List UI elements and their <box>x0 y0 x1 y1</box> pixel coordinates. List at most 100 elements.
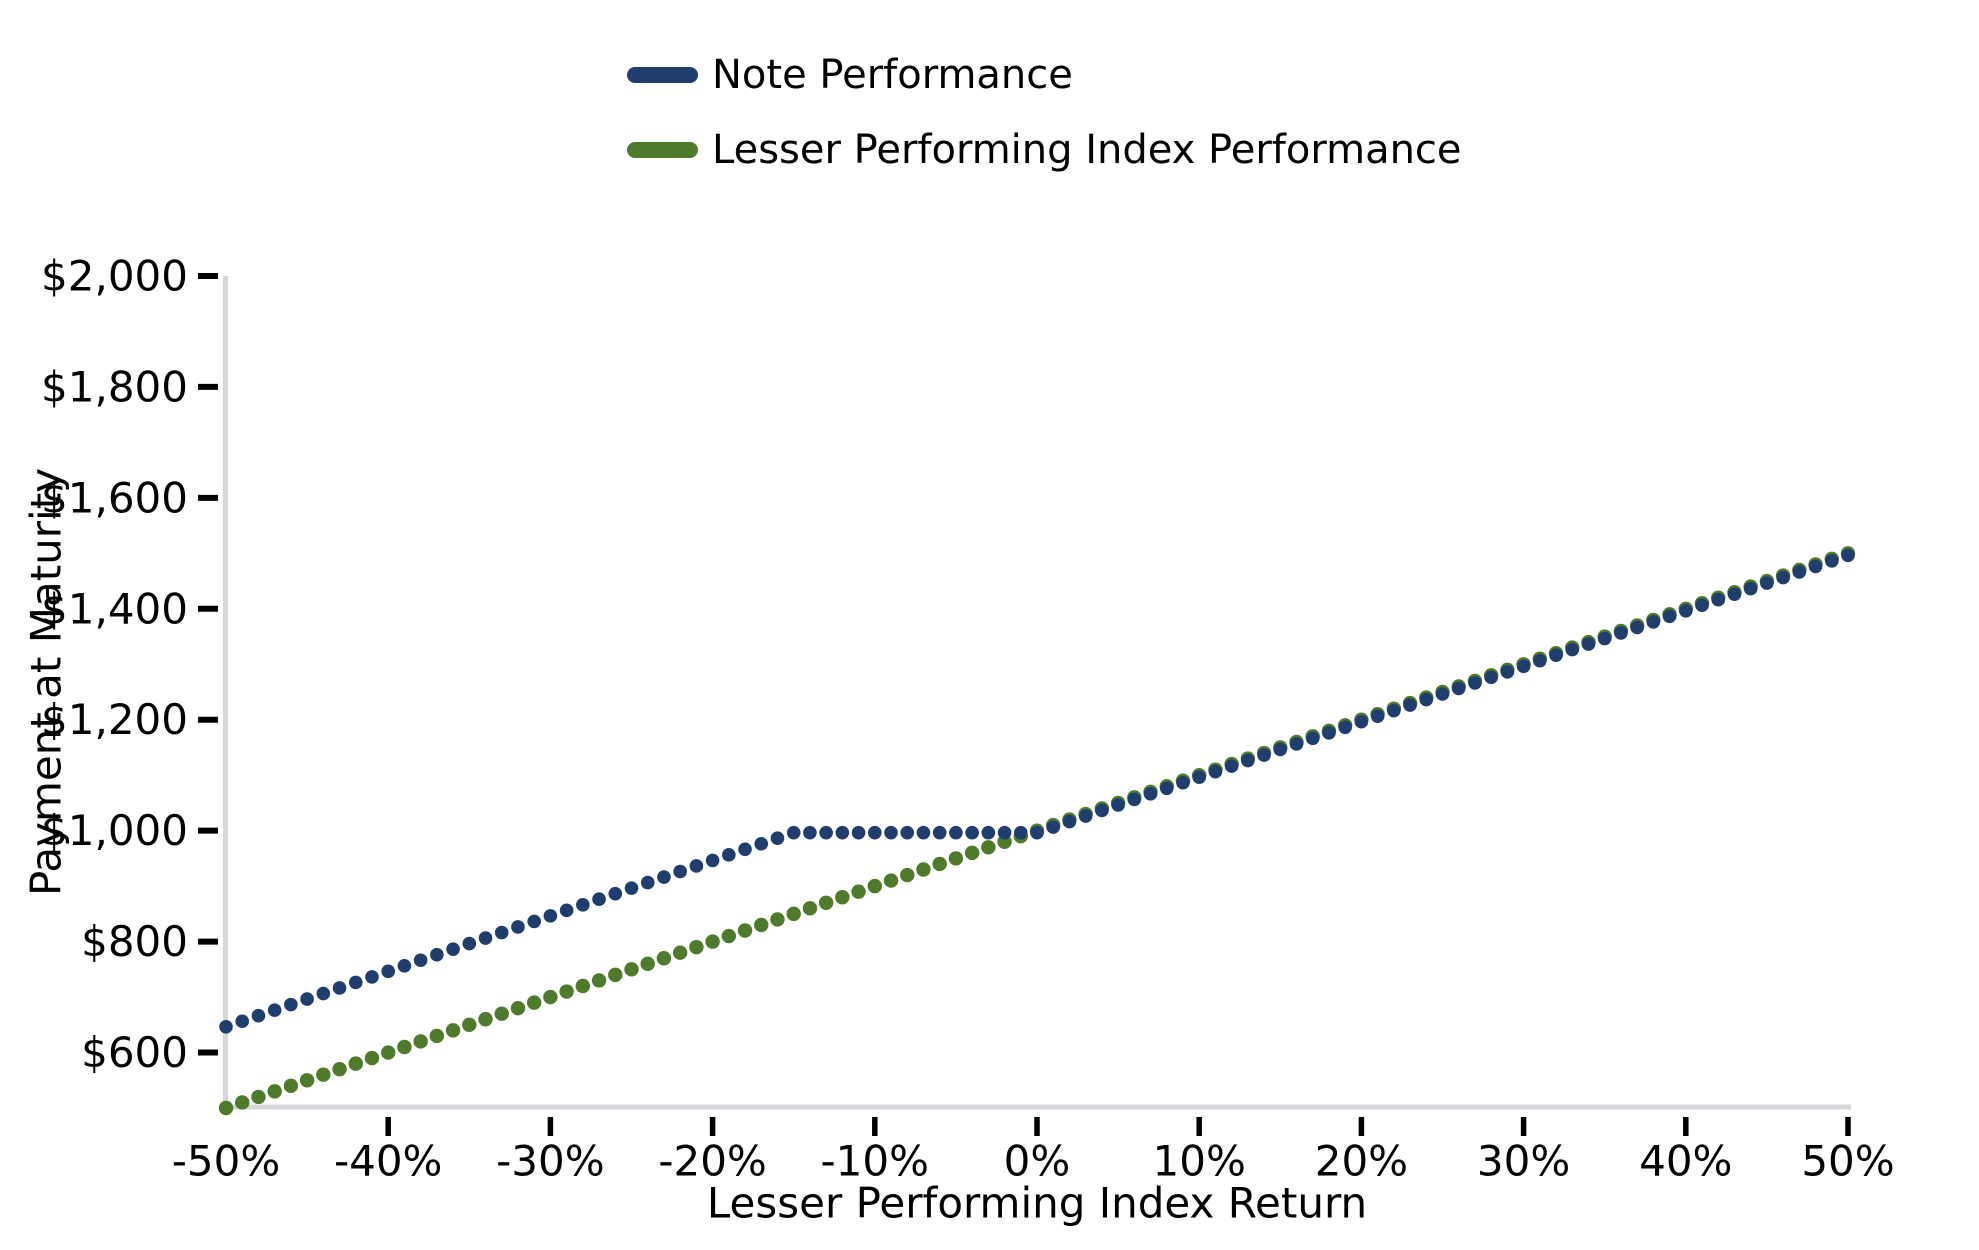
data-point <box>1013 825 1028 840</box>
data-point <box>1354 714 1369 729</box>
data-point <box>1062 814 1077 829</box>
data-point <box>981 825 996 840</box>
y-tick-label: $1,600 <box>41 473 188 522</box>
y-tick-label: $1,200 <box>41 695 188 744</box>
data-point <box>364 1050 380 1066</box>
data-point <box>348 1056 363 1071</box>
data-point <box>397 1039 412 1055</box>
x-tick-label: -20% <box>658 1137 767 1186</box>
data-point <box>657 870 671 884</box>
legend-label-index-performance: Lesser Performing Index Performance <box>712 127 1462 173</box>
data-point <box>722 848 736 862</box>
data-point <box>235 1095 250 1110</box>
data-point <box>365 970 379 984</box>
data-point <box>737 923 753 938</box>
data-point <box>235 1014 250 1029</box>
data-point <box>770 831 785 846</box>
data-point <box>1760 576 1774 590</box>
legend-label-note-performance: Note Performance <box>712 52 1073 98</box>
data-point <box>1241 753 1255 768</box>
data-point <box>1387 703 1401 718</box>
data-point <box>430 947 444 962</box>
data-point <box>381 1045 396 1060</box>
data-point <box>267 1084 282 1099</box>
data-point <box>818 895 834 910</box>
data-point <box>413 1034 428 1049</box>
data-point <box>413 953 428 968</box>
data-point <box>511 920 525 934</box>
x-tick-label: -10% <box>821 1137 930 1186</box>
data-point <box>494 925 509 940</box>
data-point <box>332 1061 347 1077</box>
data-point <box>1792 565 1807 579</box>
data-point <box>251 1008 266 1023</box>
data-point <box>835 890 850 905</box>
y-tick-label: $2,000 <box>41 252 188 301</box>
y-axis-title: Payment at Maturity <box>22 468 71 896</box>
x-axis-title: Lesser Performing Index Return <box>707 1179 1367 1228</box>
data-point <box>1078 809 1093 823</box>
data-point <box>300 992 314 1006</box>
data-point <box>283 1078 299 1094</box>
data-point <box>883 873 899 888</box>
data-point <box>1127 792 1142 807</box>
data-point <box>575 978 591 994</box>
data-point <box>510 1000 526 1016</box>
data-point <box>1743 581 1758 596</box>
data-point <box>997 825 1012 840</box>
data-point <box>251 1089 266 1105</box>
x-tick-label: 50% <box>1801 1137 1894 1186</box>
data-point <box>851 825 866 840</box>
data-point <box>219 1020 233 1034</box>
data-point <box>624 962 639 977</box>
data-point <box>494 1006 509 1021</box>
data-point <box>932 825 947 840</box>
data-point <box>1176 775 1190 790</box>
data-point <box>1841 548 1855 563</box>
data-point <box>332 981 347 995</box>
y-tick-label: $1,400 <box>41 584 188 633</box>
data-point <box>445 1023 461 1038</box>
data-point <box>1808 559 1823 574</box>
data-point <box>267 1003 282 1017</box>
data-point <box>1468 676 1482 690</box>
plot-series <box>218 546 1856 1116</box>
data-point <box>1776 570 1790 585</box>
data-point <box>900 867 915 883</box>
data-point <box>1370 709 1385 723</box>
y-tick-label: $800 <box>81 917 188 966</box>
data-point <box>1224 759 1239 773</box>
data-point <box>673 864 687 879</box>
data-point <box>543 909 558 923</box>
data-point <box>1630 620 1644 635</box>
data-point <box>1192 770 1206 784</box>
data-point <box>949 825 963 840</box>
data-point <box>1581 637 1596 651</box>
x-tick-label: -30% <box>496 1137 605 1186</box>
x-tick-label: 30% <box>1477 1137 1570 1186</box>
data-point <box>770 912 785 927</box>
axes: -50% -40% -30% -20% -10% 0% 10% 20% 30% 40% 50% $60… <box>41 252 1895 1186</box>
data-point <box>624 881 639 895</box>
data-point <box>1111 798 1125 812</box>
data-point <box>884 825 898 840</box>
x-tick-label: 0% <box>1004 1137 1071 1186</box>
data-point <box>640 956 655 971</box>
data-point <box>608 967 623 983</box>
data-point <box>689 859 704 873</box>
data-point <box>381 964 396 979</box>
data-point <box>1824 554 1839 568</box>
data-point <box>786 825 801 840</box>
data-point <box>802 901 818 916</box>
data-point <box>1662 609 1677 624</box>
data-point <box>1500 665 1515 679</box>
data-point <box>576 897 590 912</box>
y-tick-label: $1,000 <box>41 806 188 855</box>
data-point <box>1597 631 1612 646</box>
data-point <box>1614 626 1628 640</box>
data-point <box>462 936 477 951</box>
data-point <box>348 975 363 990</box>
data-point <box>1727 587 1742 601</box>
data-point <box>1030 825 1044 840</box>
